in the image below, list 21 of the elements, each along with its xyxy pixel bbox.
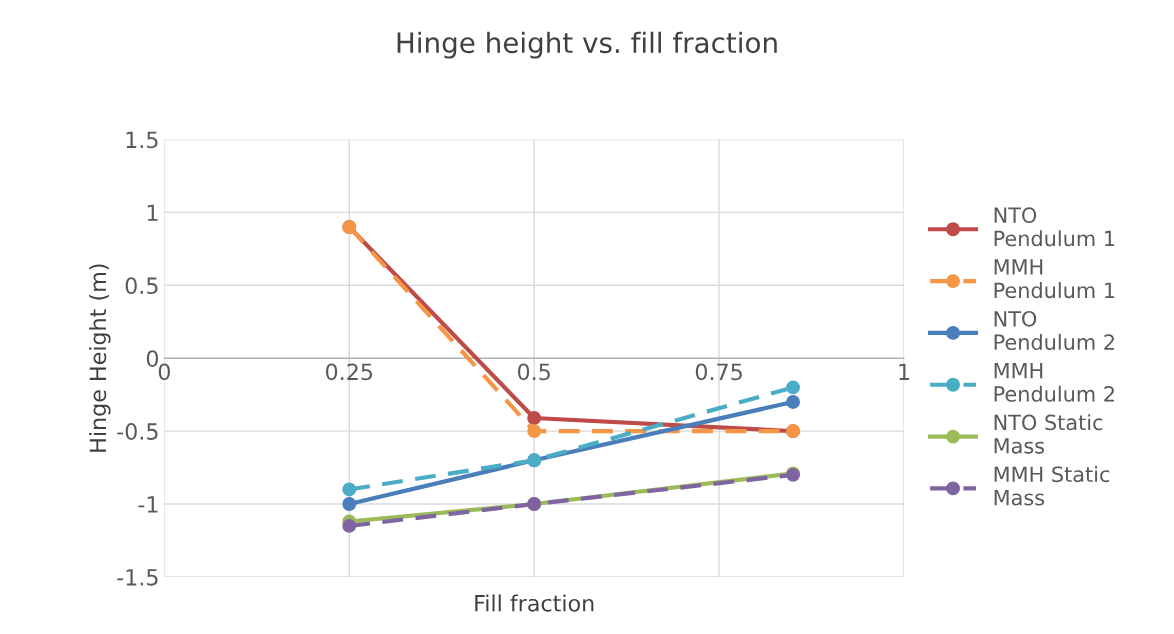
- chart-title: Hinge height vs. fill fraction: [397, 31, 777, 59]
- legend-label: MMH Pendulum 1: [994, 259, 1115, 299]
- x-tick-label: 1: [899, 363, 909, 380]
- y-tick-label: -1: [138, 496, 158, 513]
- y-axis-title: Hinge Height (m): [89, 264, 111, 452]
- y-tick-label: 1: [147, 204, 158, 221]
- y-tick-label: -0.5: [117, 423, 158, 440]
- legend-label: NTO Pendulum 1: [994, 207, 1115, 247]
- legend-label: NTO Pendulum 2: [994, 310, 1114, 351]
- y-tick-label: 0.5: [125, 277, 158, 295]
- x-axis-title: Fill fraction: [475, 594, 594, 612]
- y-tick-label: 0: [146, 350, 159, 367]
- y-tick-label: 1.5: [126, 131, 158, 149]
- x-tick-label: 0.5: [517, 363, 550, 381]
- legend-label: MMH Static Mass: [994, 466, 1110, 506]
- x-tick-label: 0.75: [695, 363, 742, 381]
- legend-label: NTO Static Mass: [994, 414, 1103, 454]
- x-tick-label: 0: [158, 363, 170, 381]
- legend-label: MMH Pendulum 2: [994, 363, 1114, 402]
- x-tick-label: 0.25: [325, 363, 373, 381]
- y-tick-label: -1.5: [117, 569, 158, 586]
